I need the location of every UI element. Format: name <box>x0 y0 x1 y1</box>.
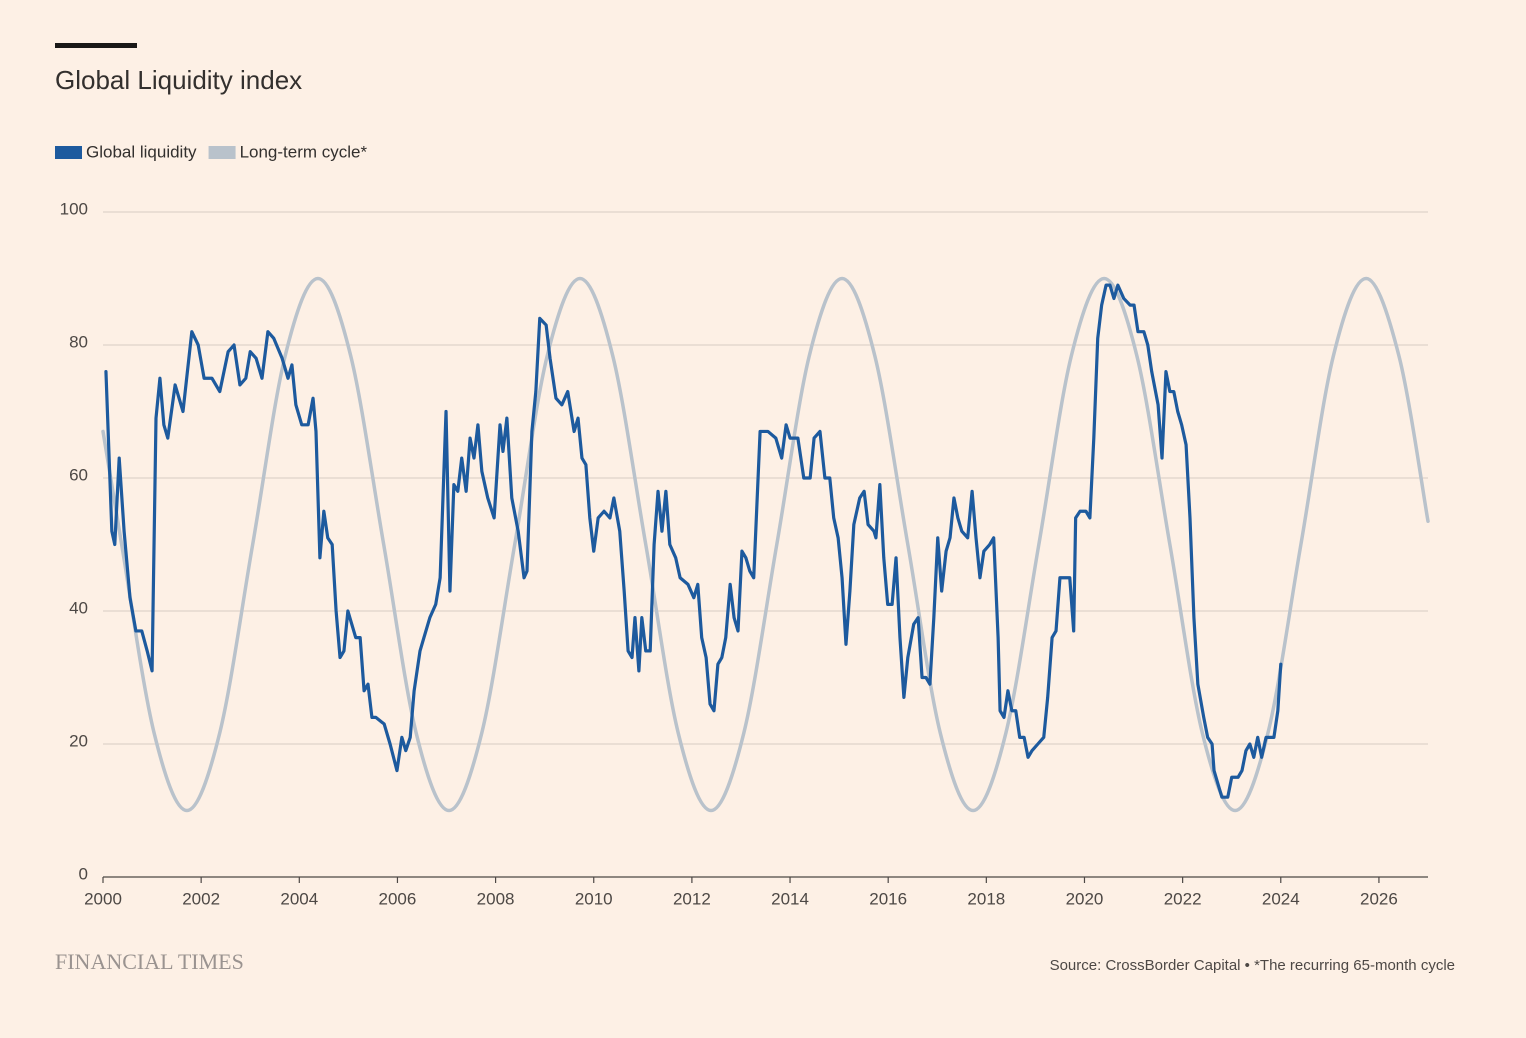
x-tick-label: 2002 <box>182 889 220 908</box>
y-tick-label: 80 <box>69 332 88 351</box>
y-tick-label: 100 <box>60 199 88 218</box>
x-tick-label: 2024 <box>1262 889 1300 908</box>
series-line <box>104 283 1283 799</box>
y-tick-label: 20 <box>69 731 88 750</box>
x-tick-label: 2012 <box>673 889 711 908</box>
legend-swatch <box>208 146 236 159</box>
x-tick-label: 2000 <box>84 889 122 908</box>
x-tick-label: 2026 <box>1360 889 1398 908</box>
series-line <box>101 276 1430 813</box>
title-bar <box>55 43 137 48</box>
y-tick-label: 0 <box>79 864 88 883</box>
x-tick-label: 2006 <box>379 889 417 908</box>
logo: FINANCIAL TIMES <box>55 949 244 974</box>
chart-title: Global Liquidity index <box>55 65 302 95</box>
y-tick-label: 60 <box>69 465 88 484</box>
legend-swatch <box>55 146 82 159</box>
x-tick-label: 2004 <box>280 889 318 908</box>
y-tick-label: 40 <box>69 598 88 617</box>
x-tick-label: 2010 <box>575 889 613 908</box>
x-tick-label: 2022 <box>1164 889 1202 908</box>
x-tick-label: 2020 <box>1066 889 1104 908</box>
x-tick-label: 2016 <box>869 889 907 908</box>
legend-label: Long-term cycle* <box>240 142 368 161</box>
x-tick-label: 2018 <box>967 889 1005 908</box>
legend-label: Global liquidity <box>86 142 197 161</box>
x-tick-label: 2014 <box>771 889 809 908</box>
x-tick-label: 2008 <box>477 889 515 908</box>
source-note: Source: CrossBorder Capital • *The recur… <box>1050 957 1455 974</box>
